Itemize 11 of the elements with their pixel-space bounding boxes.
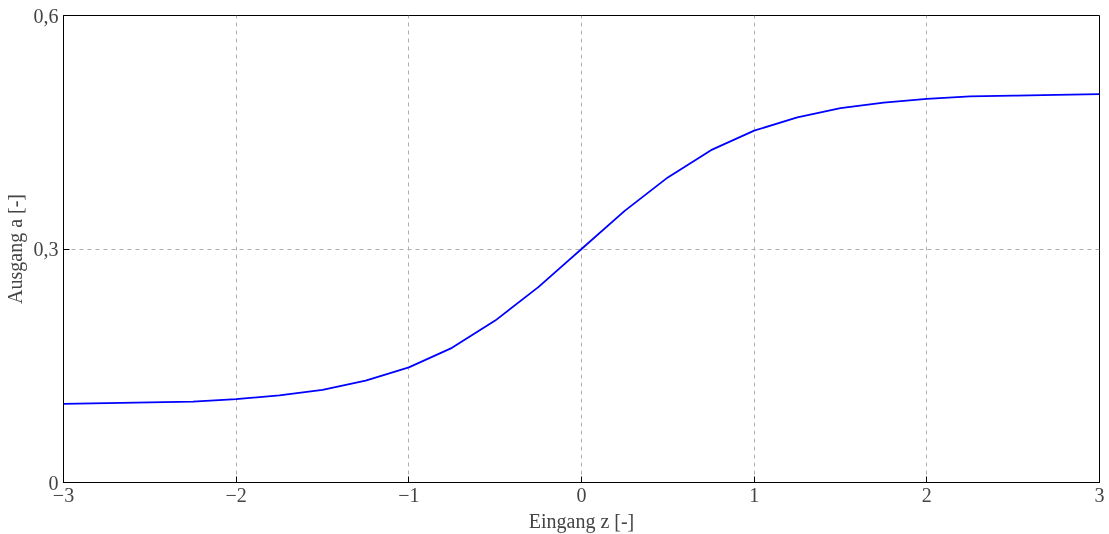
y-tick-label: 0,6 — [33, 4, 59, 27]
x-tick-label: 3 — [1094, 483, 1105, 506]
y-tick-label: 0,3 — [33, 238, 59, 260]
x-tick-label: −1 — [398, 483, 420, 506]
y-axis-title: Ausgang a [-] — [3, 194, 27, 304]
x-tick-label: 0 — [576, 483, 587, 506]
line-series — [63, 93, 1100, 405]
x-tick-label: 1 — [749, 483, 760, 506]
x-tick-label: 2 — [921, 483, 932, 506]
x-axis-title: Eingang z [-] — [528, 509, 635, 533]
x-tick-label: −2 — [225, 483, 247, 506]
